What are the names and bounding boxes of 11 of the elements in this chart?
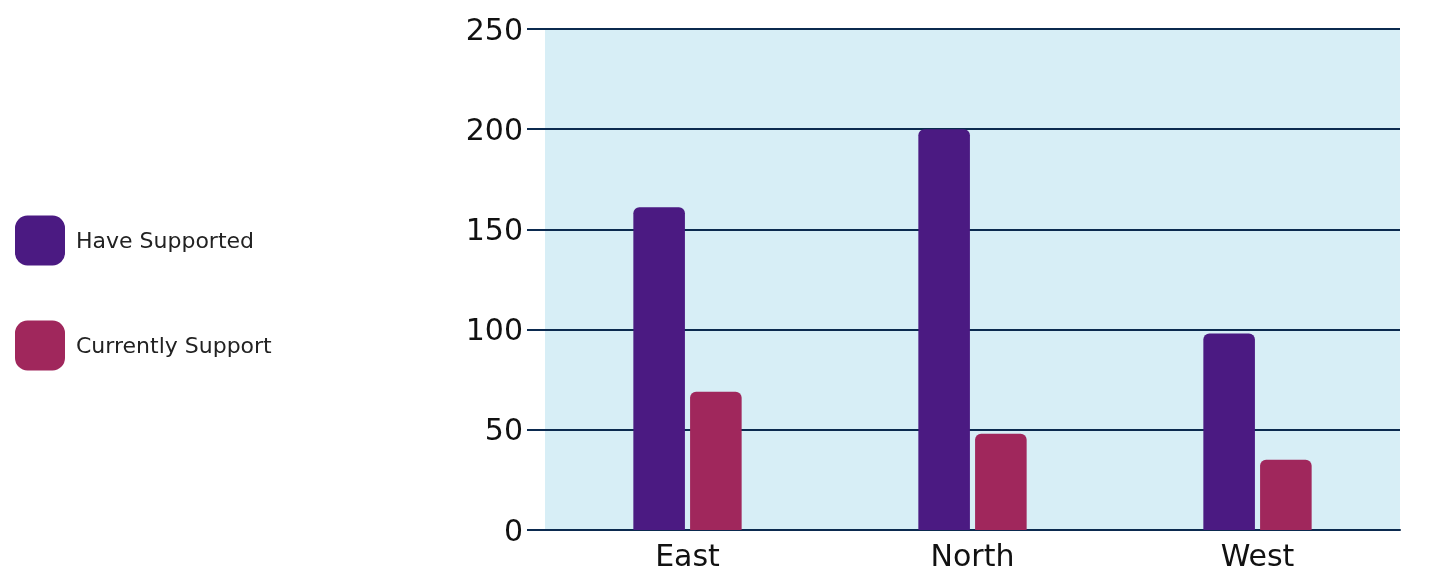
y-tick-label: 50	[484, 412, 523, 448]
x-tick-label: West	[1220, 537, 1295, 573]
y-tick-label: 0	[503, 512, 523, 548]
y-tick-label: 250	[465, 11, 523, 47]
legend-label: Have Supported	[76, 228, 255, 253]
x-tick-label: East	[655, 537, 721, 573]
y-tick-label: 100	[465, 312, 523, 348]
y-tick-label: 150	[465, 211, 523, 247]
x-tick-label: North	[930, 537, 1015, 573]
y-tick-label: 200	[465, 111, 523, 147]
legend-label: Currently Support	[76, 333, 273, 358]
